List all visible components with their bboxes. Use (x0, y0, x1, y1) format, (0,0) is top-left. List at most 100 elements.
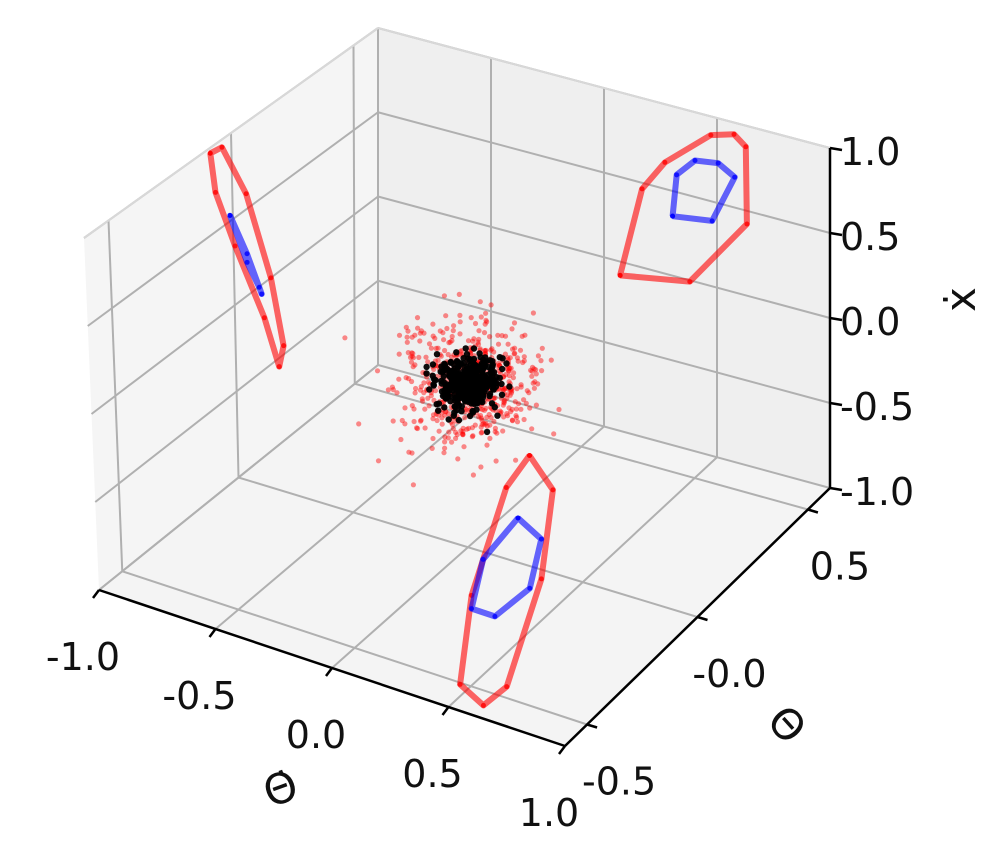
black-cloud-point (491, 404, 498, 411)
red-cloud-point (425, 379, 431, 385)
black-cloud-point (447, 372, 454, 379)
red-cloud-point (515, 358, 521, 364)
x-wall-projection-point (261, 315, 267, 321)
red-cloud-point (432, 388, 439, 394)
red-cloud-point (476, 328, 482, 334)
red-cloud-point (402, 421, 408, 427)
black-cloud-point (450, 412, 457, 419)
red-cloud-point (505, 341, 511, 347)
red-cloud-point (374, 368, 381, 374)
red-cloud-point (399, 417, 405, 424)
red-cloud-point (449, 354, 455, 360)
y-wall-projection-point (670, 213, 676, 219)
floor-projection-point (492, 613, 498, 619)
red-cloud-point (481, 420, 487, 426)
red-cloud-point (419, 396, 425, 402)
red-cloud-point (455, 456, 461, 462)
red-cloud-point (417, 330, 423, 336)
z-tick-label-3: 0.5 (840, 215, 900, 259)
red-cloud-point (518, 406, 524, 412)
black-cloud-point (455, 416, 463, 424)
black-cloud-point (461, 370, 469, 377)
red-cloud-point (439, 421, 445, 427)
x-tick-mark-2 (325, 667, 333, 677)
red-cloud-point (507, 355, 513, 361)
z-tick-label-1: -0.5 (840, 385, 914, 429)
black-cloud-point (472, 376, 479, 384)
x-wall-projection-point (256, 284, 262, 290)
x-tick-mark-3 (441, 706, 450, 716)
x-tick-label-0: -1.0 (46, 635, 120, 679)
black-cloud-point (435, 407, 442, 414)
red-cloud-point (468, 315, 474, 321)
red-cloud-point (492, 425, 498, 431)
red-cloud-point (433, 345, 439, 351)
red-cloud-point (538, 358, 544, 364)
black-cloud-point (476, 350, 483, 357)
red-cloud-point (500, 428, 506, 434)
red-cloud-point (506, 373, 512, 379)
red-cloud-point (502, 398, 508, 404)
x-wall-projection-point (276, 364, 282, 370)
black-cloud-point (496, 374, 503, 382)
red-cloud-point (418, 328, 424, 334)
y-wall-projection-point (687, 279, 693, 285)
black-cloud-point (473, 383, 480, 391)
red-cloud-point (390, 387, 396, 393)
y-tick-mark-1 (697, 615, 708, 622)
x-wall-projection-point (244, 259, 250, 265)
red-cloud-point (409, 334, 415, 340)
red-cloud-point (478, 464, 484, 470)
red-cloud-point (484, 319, 490, 325)
red-cloud-point (418, 417, 424, 423)
x-wall-projection-point (268, 275, 274, 281)
red-cloud-point (520, 359, 526, 366)
red-cloud-point (440, 330, 446, 336)
red-cloud-point (410, 355, 416, 361)
red-cloud-point (390, 418, 396, 424)
z-tick-label-2: 0.0 (840, 300, 900, 344)
black-cloud-point (449, 381, 456, 388)
red-cloud-point (506, 365, 512, 371)
red-cloud-point (505, 413, 511, 419)
red-cloud-point (441, 450, 447, 456)
red-cloud-point (402, 405, 408, 411)
red-cloud-point (375, 458, 382, 464)
black-cloud-point (453, 349, 460, 356)
black-cloud-point (479, 384, 486, 392)
red-cloud-point (502, 351, 508, 357)
red-cloud-point (476, 414, 482, 420)
black-cloud-point (429, 361, 437, 368)
red-cloud-point (469, 425, 475, 431)
floor-grid-y-0 (121, 570, 588, 726)
red-cloud-point (342, 335, 348, 341)
black-cloud-point (455, 377, 462, 384)
black-cloud-point (487, 369, 494, 376)
black-cloud-point (438, 380, 445, 387)
red-cloud-point (483, 347, 489, 353)
black-point-cloud (423, 345, 513, 436)
black-cloud-point (433, 401, 440, 408)
black-cloud-point (486, 376, 493, 383)
red-cloud-point (416, 354, 422, 360)
red-cloud-point (551, 431, 557, 437)
red-cloud-point (446, 340, 452, 346)
red-cloud-point (435, 345, 441, 351)
black-cloud-point (430, 381, 437, 388)
red-cloud-point (511, 351, 517, 357)
red-cloud-point (509, 388, 515, 394)
red-cloud-point (479, 429, 485, 435)
red-cloud-point (509, 326, 515, 332)
x-wall-projection-point (281, 343, 287, 349)
red-cloud-point (528, 367, 534, 373)
red-cloud-point (470, 472, 476, 478)
black-cloud-point (468, 395, 476, 403)
red-cloud-point (478, 424, 484, 430)
red-cloud-point (488, 415, 494, 421)
red-cloud-point (483, 317, 489, 323)
red-cloud-point (409, 450, 415, 456)
red-cloud-point (505, 355, 511, 361)
red-cloud-point (469, 434, 475, 440)
x-axis-label: Θ̇ (257, 760, 305, 817)
red-cloud-point (510, 370, 517, 376)
